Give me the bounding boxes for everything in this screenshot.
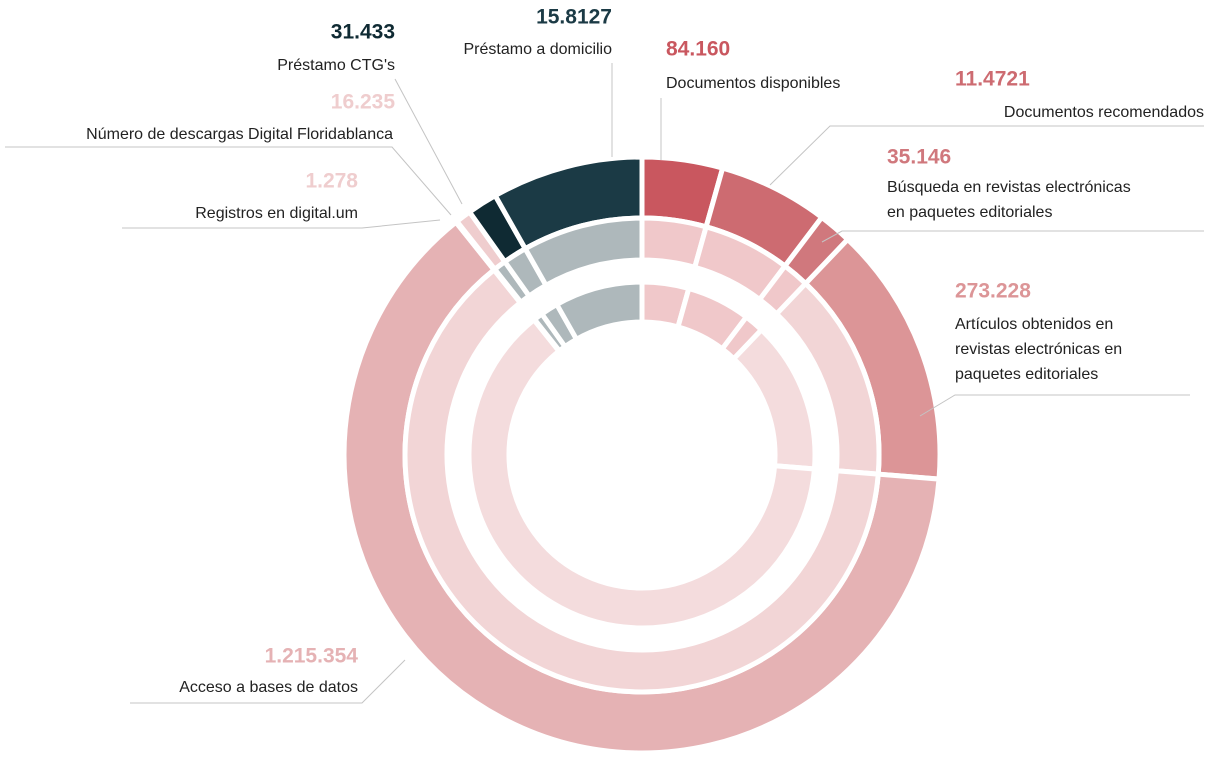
value-label: 273.228	[955, 280, 1031, 303]
category-label: Documentos disponibles	[666, 75, 840, 92]
category-label: Documentos recomendados	[1004, 104, 1204, 121]
category-label: en paquetes editoriales	[887, 204, 1052, 221]
leader-line	[122, 219, 441, 229]
leader-line	[769, 125, 1204, 186]
inner-segment	[730, 326, 818, 472]
leader-line	[821, 230, 1204, 243]
value-label: 31.433	[331, 21, 395, 44]
category-label: paquetes editoriales	[955, 366, 1098, 383]
value-label: 11.4721	[955, 68, 1030, 91]
category-label: Acceso a bases de datos	[179, 679, 358, 696]
inner-segment	[553, 279, 645, 343]
inner-segment	[466, 316, 818, 631]
category-label: Préstamo a domicilio	[464, 41, 613, 58]
category-label: Número de descargas Digital Floridablanc…	[86, 126, 393, 143]
leader-line	[919, 394, 1190, 417]
leader-line	[130, 659, 406, 704]
middle-segment	[402, 266, 881, 695]
value-label: 35.146	[887, 146, 951, 169]
value-label: 15.8127	[536, 6, 612, 29]
value-label: 16.235	[331, 91, 396, 114]
value-label: 1.215.354	[265, 645, 359, 668]
value-label: 1.278	[305, 170, 358, 193]
category-label: Artículos obtenidos en	[955, 316, 1113, 333]
category-label: Búsqueda en revistas electrónicas	[887, 179, 1131, 196]
middle-segment	[521, 215, 645, 289]
category-label: revistas electrónicas en	[955, 341, 1122, 358]
category-label: Registros en digital.um	[195, 205, 358, 222]
leader-line	[394, 78, 463, 205]
leader-line	[5, 146, 452, 216]
category-label: Préstamo CTG's	[277, 57, 395, 74]
value-label: 84.160	[666, 38, 730, 61]
